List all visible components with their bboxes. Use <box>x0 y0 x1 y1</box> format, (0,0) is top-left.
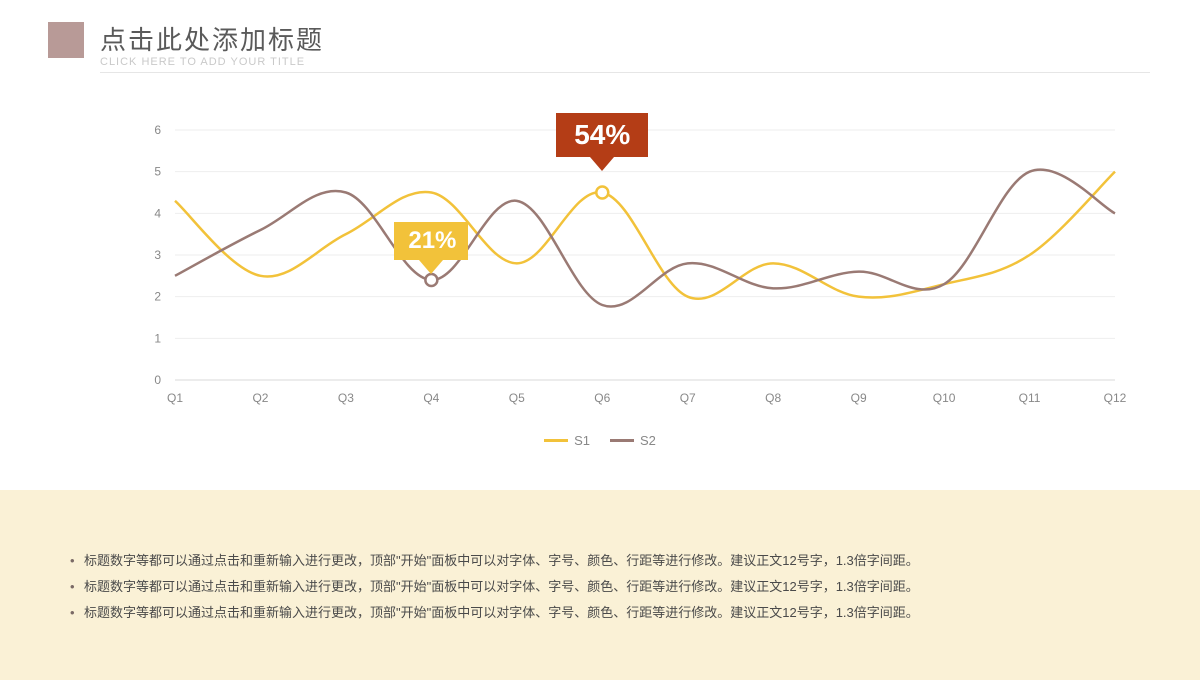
footer-bullet: 标题数字等都可以通过点击和重新输入进行更改，顶部"开始"面板中可以对字体、字号、… <box>70 548 1130 574</box>
svg-text:4: 4 <box>154 206 161 220</box>
svg-text:6: 6 <box>154 123 161 137</box>
callout-label: 21% <box>394 222 468 260</box>
svg-text:Q8: Q8 <box>765 391 781 405</box>
legend-swatch <box>544 439 568 442</box>
legend-label: S1 <box>574 433 590 448</box>
page-title[interactable]: 点击此处添加标题 <box>100 20 324 57</box>
svg-text:1: 1 <box>154 331 161 345</box>
svg-text:Q7: Q7 <box>680 391 696 405</box>
svg-text:Q10: Q10 <box>933 391 956 405</box>
svg-text:Q11: Q11 <box>1019 391 1041 405</box>
title-underline <box>100 72 1150 73</box>
footer-text-box: 标题数字等都可以通过点击和重新输入进行更改，顶部"开始"面板中可以对字体、字号、… <box>0 490 1200 680</box>
legend-swatch <box>610 439 634 442</box>
footer-bullet: 标题数字等都可以通过点击和重新输入进行更改，顶部"开始"面板中可以对字体、字号、… <box>70 574 1130 600</box>
series-S1 <box>175 172 1115 299</box>
legend-label: S2 <box>640 433 656 448</box>
legend-item: S2 <box>610 433 656 448</box>
line-chart: 0 1 2 3 4 5 6 Q1 Q2 Q3 Q4 Q5 Q6 Q7 Q8 Q9 Q10 Q11 Q12 21% 54… <box>135 110 1135 430</box>
svg-text:Q9: Q9 <box>851 391 867 405</box>
svg-text:2: 2 <box>154 290 161 304</box>
svg-text:Q2: Q2 <box>252 391 268 405</box>
title-accent-block <box>48 22 84 58</box>
svg-text:Q5: Q5 <box>509 391 525 405</box>
legend-item: S1 <box>544 433 590 448</box>
chart-svg: 0 1 2 3 4 5 6 Q1 Q2 Q3 Q4 Q5 Q6 Q7 Q8 Q9 Q10 Q11 Q12 <box>135 110 1135 430</box>
svg-text:Q6: Q6 <box>594 391 610 405</box>
svg-text:Q4: Q4 <box>423 391 439 405</box>
page-subtitle: CLICK HERE TO ADD YOUR TITLE <box>100 56 305 68</box>
callout-label: 54% <box>556 113 648 157</box>
footer-bullet: 标题数字等都可以通过点击和重新输入进行更改，顶部"开始"面板中可以对字体、字号、… <box>70 600 1130 626</box>
chart-legend: S1 S2 <box>0 430 1200 448</box>
svg-text:Q1: Q1 <box>167 391 183 405</box>
series-S2 <box>175 170 1115 307</box>
svg-text:Q3: Q3 <box>338 391 354 405</box>
svg-text:3: 3 <box>154 248 161 262</box>
svg-text:0: 0 <box>154 373 161 387</box>
svg-text:5: 5 <box>154 165 161 179</box>
svg-text:Q12: Q12 <box>1104 391 1127 405</box>
